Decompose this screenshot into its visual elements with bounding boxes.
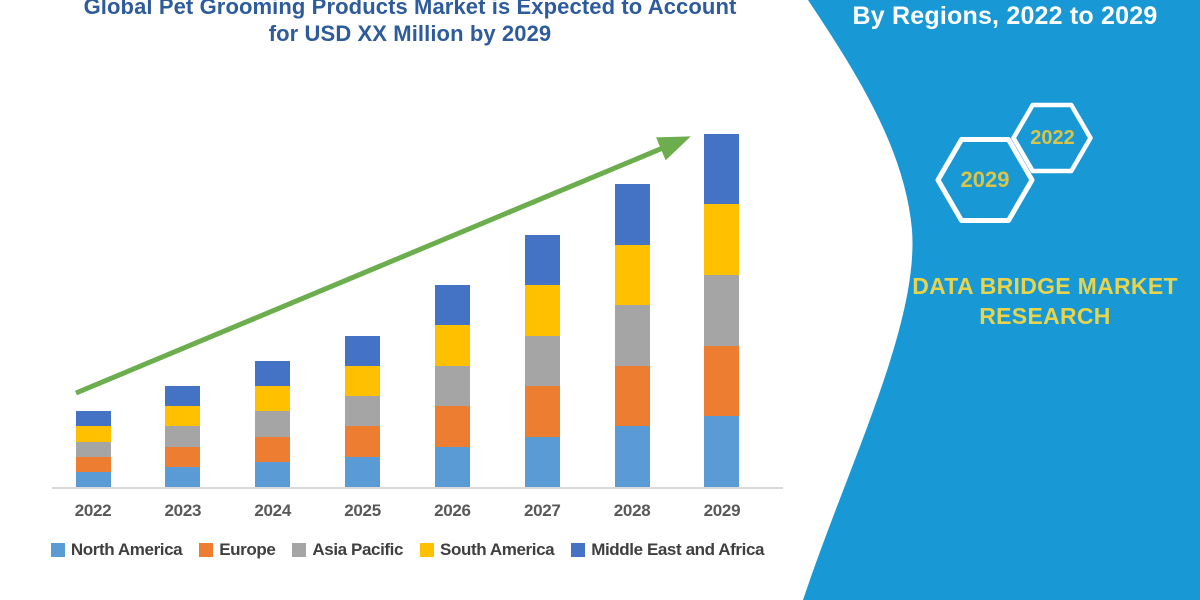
bar-segment-asia-pacific <box>434 365 470 407</box>
bar-segment-asia-pacific <box>524 335 560 386</box>
hexagon-2029-label: 2029 <box>960 167 1010 192</box>
x-axis-label-2022: 2022 <box>74 501 112 520</box>
stacked-bar-2024 <box>255 360 291 487</box>
legend-label: Asia Pacific <box>312 540 404 559</box>
bar-segment-europe <box>614 365 650 427</box>
bar-segment-middle-east-and-africa <box>75 411 111 427</box>
bar-segment-asia-pacific <box>165 426 201 447</box>
x-axis-label-2028: 2028 <box>613 501 651 520</box>
brand-name: DATA BRIDGE MARKET RESEARCH <box>880 271 1200 331</box>
legend-swatch-icon <box>199 543 214 557</box>
bar-segment-middle-east-and-africa <box>165 386 201 407</box>
bar-segment-south-america <box>434 325 470 366</box>
x-axis-label-2024: 2024 <box>254 501 291 520</box>
legend-label: North America <box>70 540 183 559</box>
chart-title-line1: Global Pet Grooming Products Market is E… <box>83 0 737 19</box>
brand-name-line1: DATA BRIDGE MARKET <box>912 273 1178 299</box>
bar-segment-middle-east-and-africa <box>704 133 740 205</box>
x-axis-label-2029: 2029 <box>703 501 741 520</box>
bar-segment-north-america <box>524 436 560 487</box>
stacked-bar-2029 <box>704 133 740 487</box>
legend-swatch-icon <box>50 543 65 557</box>
legend-swatch-icon <box>571 543 586 557</box>
stacked-bar-2022 <box>75 411 111 487</box>
legend-label: South America <box>440 540 555 559</box>
legend-item-europe: Europe <box>199 540 276 560</box>
stacked-bar-2028 <box>614 184 650 487</box>
bar-segment-north-america <box>165 466 201 487</box>
stacked-bar-2026 <box>434 285 470 487</box>
bar-segment-middle-east-and-africa <box>614 184 650 245</box>
bar-segment-south-america <box>75 426 111 442</box>
bar-segment-europe <box>524 386 560 437</box>
bar-segment-north-america <box>704 416 740 487</box>
bar-segment-north-america <box>614 426 650 487</box>
bar-segment-asia-pacific <box>704 274 740 346</box>
bar-segment-europe <box>345 426 381 457</box>
bar-segment-south-america <box>524 285 560 336</box>
right-panel-heading: By Regions, 2022 to 2029 <box>852 2 1158 30</box>
stacked-bar-2027 <box>524 234 560 487</box>
x-axis-label-2025: 2025 <box>344 501 381 520</box>
x-axis-label-2023: 2023 <box>164 501 202 520</box>
bar-segment-south-america <box>614 244 650 306</box>
bar-segment-europe <box>75 456 111 472</box>
bar-segment-north-america <box>255 461 291 487</box>
bar-segment-south-america <box>345 365 381 397</box>
chart-legend: North America Europe Asia Pacific South Ame… <box>0 540 815 560</box>
brand-name-line2: RESEARCH <box>979 303 1111 329</box>
bar-segment-north-america <box>434 446 470 487</box>
legend-item-asia-pacific: Asia Pacific <box>292 540 403 560</box>
bar-segment-europe <box>704 345 740 417</box>
legend-item-north-america: North America <box>50 540 183 560</box>
chart-title: Global Pet Grooming Products Market is E… <box>15 0 805 47</box>
chart-title-line2: for USD XX Million by 2029 <box>268 21 552 46</box>
legend-swatch-icon <box>292 543 307 557</box>
bar-segment-south-america <box>255 386 291 412</box>
legend-swatch-icon <box>420 543 435 557</box>
bar-segment-south-america <box>165 406 201 427</box>
bar-segment-south-america <box>704 204 740 275</box>
x-axis-line <box>52 487 783 489</box>
bar-segment-asia-pacific <box>614 305 650 366</box>
bar-segment-north-america <box>345 456 381 487</box>
x-axis-label-2027: 2027 <box>523 501 561 520</box>
bar-segment-europe <box>165 446 201 467</box>
stacked-bar-2025 <box>345 335 381 487</box>
legend-label: Europe <box>219 540 276 559</box>
bar-segment-asia-pacific <box>255 411 291 437</box>
bar-segment-middle-east-and-africa <box>524 234 560 285</box>
bar-segment-asia-pacific <box>75 441 111 457</box>
stacked-bar-2023 <box>165 386 201 487</box>
bar-segment-middle-east-and-africa <box>255 360 291 386</box>
legend-item-south-america: South America <box>420 540 555 560</box>
bar-segment-asia-pacific <box>345 396 381 427</box>
bar-segment-middle-east-and-africa <box>434 285 470 326</box>
bar-segment-europe <box>434 406 470 447</box>
bar-segment-middle-east-and-africa <box>345 335 381 366</box>
legend-item-middle-east-and-africa: Middle East and Africa <box>571 540 764 560</box>
legend-label: Middle East and Africa <box>591 540 765 559</box>
bar-segment-north-america <box>75 471 111 487</box>
bar-segment-europe <box>255 436 291 462</box>
hexagon-2022-label: 2022 <box>1030 127 1075 149</box>
x-axis-label-2026: 2026 <box>434 501 471 520</box>
